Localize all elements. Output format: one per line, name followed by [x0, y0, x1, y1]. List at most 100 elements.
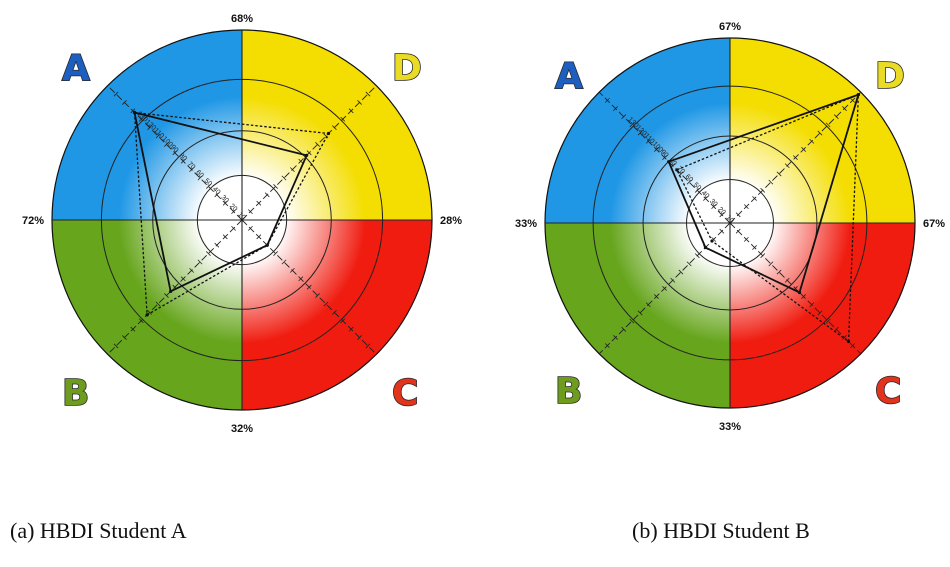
axis-tick-c: [768, 261, 774, 267]
axis-tick-a: [164, 142, 169, 147]
axis-tick-d: [348, 108, 354, 114]
axis-tick-d: [281, 175, 287, 181]
profile-vertex: [710, 239, 714, 243]
axis-tick-label: 80: [177, 152, 188, 163]
axis-tick-c: [357, 335, 362, 340]
axis-tick-d: [306, 150, 312, 156]
axis-tick-a: [711, 204, 717, 210]
axis-tick-label: 90: [169, 144, 180, 155]
axis-tick-b: [645, 302, 651, 308]
axis-tick-b: [654, 294, 659, 299]
profile-vertex: [797, 290, 802, 295]
axis-tick-b: [662, 286, 667, 291]
axis-tick-label: 40: [700, 190, 711, 201]
axis-tick-a: [147, 125, 153, 131]
axis-tick-d: [273, 184, 278, 189]
axis-tick-c: [315, 293, 320, 298]
axis-tick-a: [155, 133, 161, 139]
axis-tick-a: [654, 147, 659, 152]
axis-tick-d: [340, 116, 346, 122]
axis-tick-a: [621, 114, 627, 120]
axis-tick-b: [629, 318, 635, 324]
axis-tick-label: 50: [692, 182, 703, 193]
axis-tick-c: [365, 343, 371, 349]
profile-vertex: [169, 289, 173, 293]
axis-tick-c: [348, 326, 354, 332]
axis-tick-label: 70: [675, 165, 686, 176]
caption-student-b: (b) HBDI Student B: [632, 518, 810, 543]
axis-tick-label: 10: [236, 211, 247, 222]
axis-tick-d: [842, 106, 847, 111]
axis-tick-c: [247, 225, 253, 231]
axis-tick-b: [637, 310, 643, 316]
percent-left: 72%: [22, 215, 44, 227]
axis-tick-b: [719, 228, 725, 234]
axis-tick-b: [206, 251, 211, 256]
axis-tick-b: [164, 293, 169, 298]
axis-tick-a: [222, 200, 228, 206]
axis-tick-a: [206, 184, 211, 189]
axis-tick-label: 60: [194, 169, 205, 180]
axis-tick-d: [784, 163, 790, 169]
axis-tick-c: [760, 253, 766, 259]
quadrant-label-b: B: [62, 373, 89, 414]
axis-tick-c: [850, 343, 856, 349]
axis-tick-c: [306, 284, 312, 290]
axis-tick-c: [281, 259, 287, 265]
axis-tick-d: [768, 179, 774, 185]
profile-vertex: [132, 110, 137, 115]
axis-tick-a: [719, 212, 725, 218]
axis-tick-d: [752, 196, 757, 201]
axis-tick-c: [842, 335, 847, 340]
hbdi-panel-student-b: 10 20 30 40 50 60 70 80 90 100 110 120 130 67% 33% 33% 6…: [500, 0, 950, 480]
axis-tick-label: 20: [716, 206, 727, 217]
axis-tick-d: [817, 130, 823, 136]
axis-tick-d: [264, 192, 270, 198]
axis-tick-b: [113, 343, 119, 349]
axis-tick-c: [289, 267, 295, 273]
axis-tick-d: [315, 142, 320, 147]
axis-tick-a: [637, 130, 643, 136]
axis-tick-a: [180, 158, 186, 164]
axis-tick-d: [793, 155, 798, 160]
axis-tick-label: 20: [228, 203, 239, 214]
axis-tick-b: [711, 236, 717, 242]
caption-student-a: (a) HBDI Student A: [10, 518, 187, 543]
percent-right: 28%: [440, 215, 462, 227]
axis-tick-b: [197, 259, 203, 265]
axis-tick-c: [735, 228, 741, 234]
axis-tick-d: [365, 91, 371, 97]
percent-right: 67%: [923, 218, 945, 230]
axis-tick-b: [155, 301, 161, 307]
axis-tick-a: [189, 167, 195, 173]
axis-tick-label: 40: [211, 186, 222, 197]
axis-tick-a: [113, 91, 119, 97]
profile-vertex: [846, 339, 851, 344]
axis-tick-c: [801, 294, 806, 299]
percent-left: 33%: [515, 218, 537, 230]
axis-tick-d: [357, 100, 362, 105]
axis-tick-d: [850, 97, 856, 103]
axis-tick-a: [645, 138, 651, 144]
axis-tick-c: [256, 234, 262, 240]
axis-tick-b: [138, 318, 144, 324]
axis-tick-c: [323, 301, 329, 307]
axis-tick-label: 80: [667, 157, 678, 168]
percent-bottom: 33%: [719, 421, 741, 433]
percent-top: 68%: [231, 13, 253, 25]
axis-tick-b: [147, 309, 153, 315]
profile-vertex: [675, 168, 679, 172]
axis-tick-a: [130, 108, 136, 114]
axis-tick-b: [180, 276, 186, 282]
axis-tick-b: [189, 267, 195, 273]
axis-tick-c: [273, 251, 278, 256]
axis-tick-d: [289, 167, 295, 173]
profile-vertex: [856, 93, 860, 97]
axis-tick-d: [323, 133, 329, 139]
axis-tick-c: [331, 309, 337, 315]
axis-tick-c: [298, 276, 304, 282]
quadrant-label-a: A: [62, 48, 90, 89]
axis-tick-a: [122, 100, 127, 105]
axis-tick-c: [817, 310, 823, 316]
